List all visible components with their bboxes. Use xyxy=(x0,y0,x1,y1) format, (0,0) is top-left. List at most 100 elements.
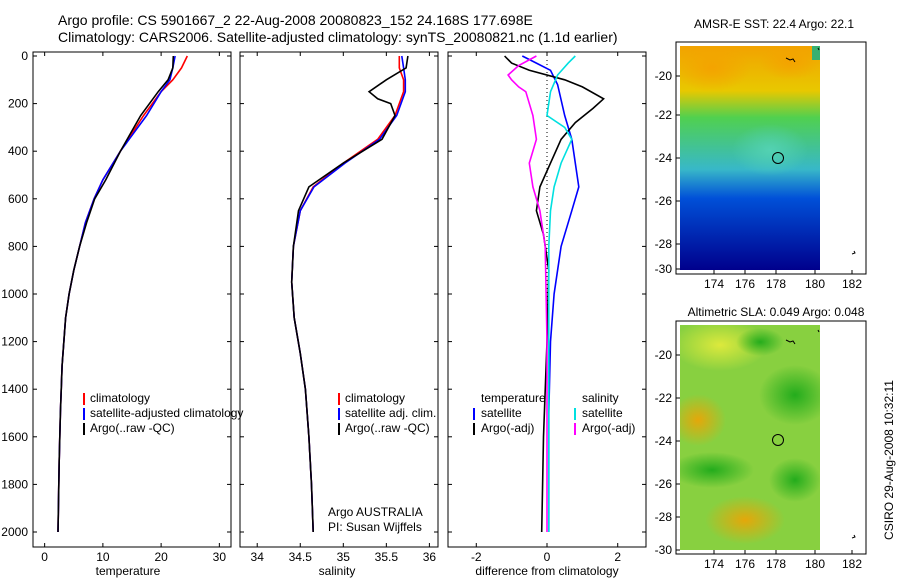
map-lat-label: -28 xyxy=(655,510,673,524)
sst-argo-location-marker xyxy=(772,152,784,164)
map-lon-label: 174 xyxy=(704,277,724,291)
map-lat-label: -30 xyxy=(655,262,673,276)
map-lat-label: -28 xyxy=(655,237,673,251)
legend-temperature-heading: temperature xyxy=(481,391,546,405)
depth-tick-label: 600 xyxy=(8,192,28,206)
figure-title-line2: Climatology: CARS2006. Satellite-adjuste… xyxy=(58,29,618,45)
salinity-x-axis: 34 34.5 35 35.5 36 xyxy=(251,52,437,564)
legend-label-sal-argo: Argo(-adj) xyxy=(582,421,635,435)
legend-label-climatology: climatology xyxy=(90,391,150,405)
x-tick-label: 35 xyxy=(337,550,351,564)
sst-warm-patch xyxy=(680,46,750,92)
salinity-series-group xyxy=(290,55,409,533)
x-tick-label: 34 xyxy=(251,550,265,564)
sla-coastline xyxy=(785,329,856,539)
depth-tick-label: 1400 xyxy=(1,382,28,396)
sal-series-argo-raw-qc xyxy=(290,55,409,533)
map-lon-label: 174 xyxy=(704,557,724,571)
legend-label-temp-argo: Argo(-adj) xyxy=(481,421,534,435)
sst-warm-patch xyxy=(760,46,820,80)
diff-series-salinity-argo-adj xyxy=(507,55,548,532)
map-lat-label: -22 xyxy=(655,391,673,405)
legend-label-temp-satellite: satellite xyxy=(481,406,522,420)
x-tick-label: 0 xyxy=(544,550,551,564)
x-tick-label: 10 xyxy=(96,550,110,564)
map-lon-label: 178 xyxy=(766,277,786,291)
temperature-x-label: temperature xyxy=(96,564,161,578)
legend-label-satellite-adj: satellite adj. clim. xyxy=(345,406,436,420)
x-tick-label: 20 xyxy=(154,550,168,564)
sla-map-title: Altimetric SLA: 0.049 Argo: 0.048 xyxy=(688,305,865,319)
map-lon-label: 180 xyxy=(805,557,825,571)
temperature-x-axis: 0 10 20 30 xyxy=(41,52,226,564)
legend-label-sal-satellite: satellite xyxy=(582,406,623,420)
map-lat-label: -30 xyxy=(655,543,673,557)
map-lat-label: -24 xyxy=(655,151,673,165)
depth-tick-label: 0 xyxy=(21,49,28,63)
temperature-panel-frame xyxy=(32,51,232,548)
sst-coastline xyxy=(785,47,856,255)
depth-tick-label: 400 xyxy=(8,144,28,158)
sal-series-climatology xyxy=(290,56,405,533)
sst-map xyxy=(680,46,820,270)
salinity-panel-frame xyxy=(239,51,439,548)
depth-tick-label: 800 xyxy=(8,239,28,253)
sst-missing-data xyxy=(812,46,820,60)
map-axes: -20 -20 -22 -22 -24 -24 -26 -26 -28 -28 -30 -30 174 1… xyxy=(655,69,863,571)
x-tick-label: 0 xyxy=(41,550,48,564)
x-tick-label: 34.5 xyxy=(289,550,313,564)
map-lon-label: 182 xyxy=(842,277,862,291)
depth-tick-label: 200 xyxy=(8,97,28,111)
legend-salinity-heading: salinity xyxy=(582,391,619,405)
legend-label-climatology: climatology xyxy=(345,391,405,405)
temp-series-satellite-adjusted-climatology xyxy=(57,55,176,533)
sla-low-patch xyxy=(759,365,820,425)
difference-series-group xyxy=(504,55,605,533)
x-tick-label: -2 xyxy=(471,550,482,564)
x-tick-label: 2 xyxy=(614,550,621,564)
x-tick-label: 35.5 xyxy=(375,550,399,564)
depth-axis: 0 200 400 600 800 1000 1200 1400 1600 1800 2000 xyxy=(1,49,646,539)
pi-name-note: PI: Susan Wijffels xyxy=(328,520,422,534)
legend-label-argo: Argo(..raw -QC) xyxy=(345,421,430,435)
depth-tick-label: 1800 xyxy=(1,477,28,491)
sla-argo-location-marker xyxy=(772,434,784,446)
argo-australia-note: Argo AUSTRALIA xyxy=(328,505,423,519)
diff-series-salinity-satellite xyxy=(546,55,576,532)
sla-map xyxy=(680,325,820,550)
footer-timestamp: CSIRO 29-Aug-2008 10:32:11 xyxy=(882,380,896,540)
sla-low-patch xyxy=(736,328,784,356)
map-lat-label: -26 xyxy=(655,194,673,208)
map-lon-label: 176 xyxy=(735,557,755,571)
difference-legend: temperature satellite Argo(-adj) salinit… xyxy=(473,391,635,435)
map-lat-label: -22 xyxy=(655,108,673,122)
difference-x-axis: -2 0 2 xyxy=(471,52,621,564)
x-tick-label: 30 xyxy=(213,550,227,564)
map-lon-label: 178 xyxy=(766,557,786,571)
map-lon-label: 180 xyxy=(805,277,825,291)
sla-high-patch xyxy=(680,394,726,446)
depth-tick-label: 1600 xyxy=(1,430,28,444)
sla-low-patch xyxy=(680,452,754,488)
map-lat-label: -24 xyxy=(655,434,673,448)
salinity-legend: climatology satellite adj. clim. Argo(..… xyxy=(328,391,436,534)
salinity-x-label: salinity xyxy=(319,564,356,578)
temp-series-argo-raw-qc xyxy=(57,55,175,533)
figure-title-line1: Argo profile: CS 5901667_2 22-Aug-2008 2… xyxy=(58,12,533,28)
depth-tick-label: 1200 xyxy=(1,335,28,349)
legend-label-argo: Argo(..raw -QC) xyxy=(90,421,175,435)
sst-cool-patch xyxy=(732,124,808,176)
sla-low-patch xyxy=(769,458,820,502)
map-lat-label: -20 xyxy=(655,69,673,83)
map-lat-label: -20 xyxy=(655,348,673,362)
temp-series-climatology xyxy=(57,55,189,533)
sst-map-title: AMSR-E SST: 22.4 Argo: 22.1 xyxy=(694,17,854,31)
map-lon-label: 176 xyxy=(735,277,755,291)
sla-map-frame xyxy=(675,320,867,555)
sla-high-patch xyxy=(705,496,785,544)
depth-tick-label: 2000 xyxy=(1,525,28,539)
map-lon-label: 182 xyxy=(842,557,862,571)
depth-tick-label: 1000 xyxy=(1,287,28,301)
x-tick-label: 36 xyxy=(423,550,437,564)
